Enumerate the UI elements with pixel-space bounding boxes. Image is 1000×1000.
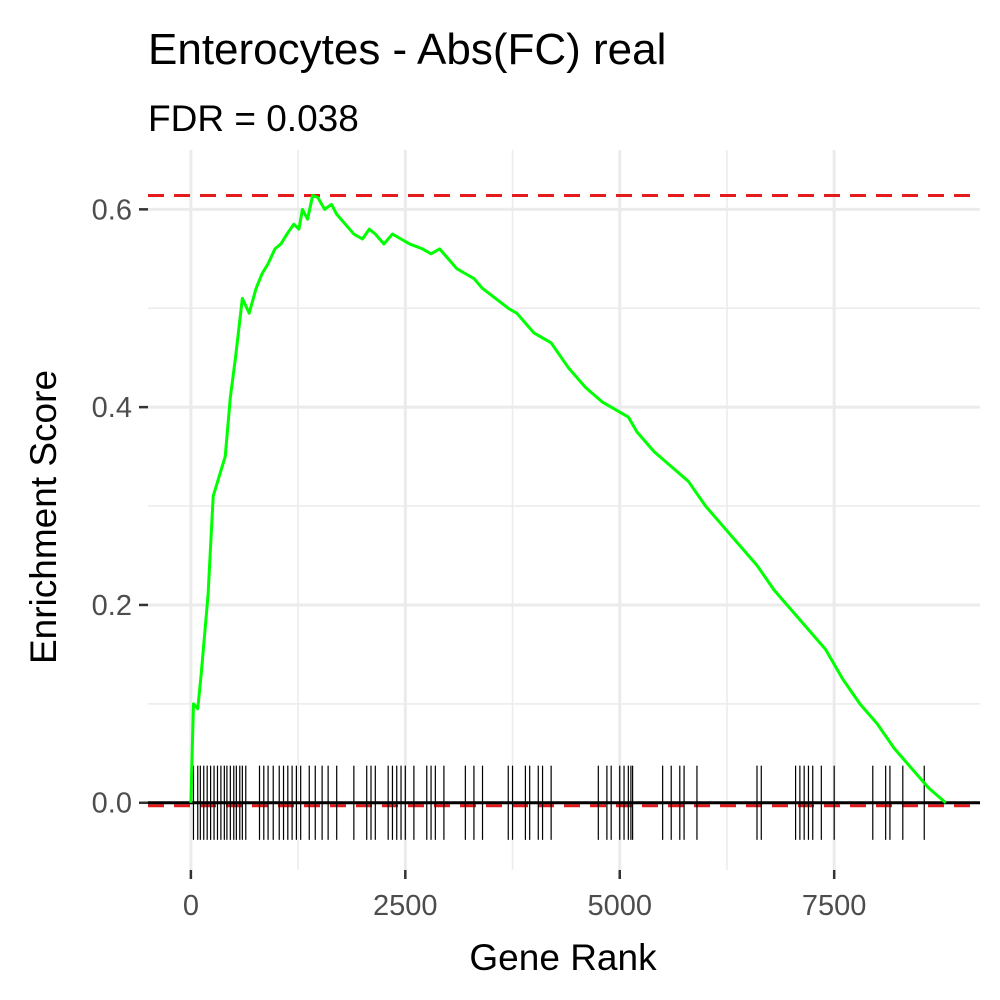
- series-line-0: [189, 193, 947, 804]
- enrichment-series: [189, 193, 947, 804]
- x-axis-title: Gene Rank: [469, 937, 657, 978]
- x-tick-label: 7500: [802, 890, 867, 922]
- y-tick-label: 0.6: [92, 194, 132, 226]
- y-tick-label: 0.2: [92, 590, 132, 622]
- y-tick-label: 0.4: [92, 392, 132, 424]
- x-tick-label: 0: [183, 890, 199, 922]
- chart-title: Enterocytes - Abs(FC) real: [148, 25, 666, 74]
- y-tick-label: 0.0: [92, 788, 132, 820]
- axes: 0.0 0.2 0.4 0.6 0 2500 5000 7500: [92, 194, 867, 922]
- x-tick-label: 2500: [373, 890, 438, 922]
- threshold-lines: [148, 193, 980, 808]
- gene-hit-rug: [192, 765, 925, 840]
- y-axis-title: Enrichment Score: [23, 370, 64, 664]
- chart-subtitle: FDR = 0.038: [148, 98, 359, 139]
- x-tick-label: 5000: [587, 890, 652, 922]
- grid-lines: [148, 150, 980, 870]
